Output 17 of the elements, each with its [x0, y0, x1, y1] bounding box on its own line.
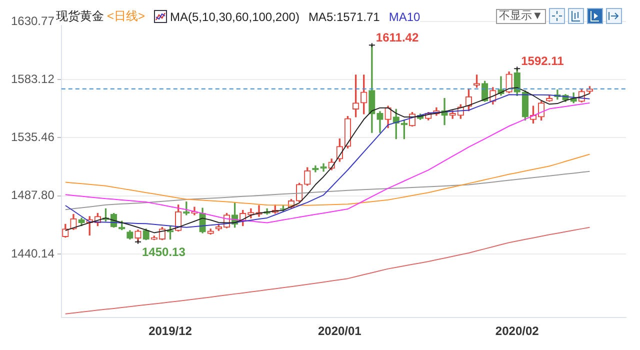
chart-subtitle: <日线>	[107, 8, 146, 25]
x-tick-label: 2020/02	[495, 324, 540, 338]
annotation: 1611.42	[376, 30, 419, 44]
annotation: 1592.11	[521, 54, 564, 68]
x-tick-label: 2020/01	[318, 324, 362, 338]
y-tick-label: 1583.12	[10, 72, 55, 86]
text: MA5:1571.71	[308, 10, 380, 24]
y-tick-label: 1440.14	[10, 246, 55, 260]
chart-title: 现货黄金	[56, 8, 104, 25]
y-tick-label: 1630.77	[10, 14, 55, 28]
annotation: MA(5,10,30,60,100,200)	[170, 10, 300, 24]
x-tick-label: 2019/12	[148, 324, 192, 338]
text: MA10	[388, 10, 420, 24]
y-tick-label: 1487.80	[10, 188, 55, 202]
dropdown: 不显示▼	[496, 8, 546, 24]
annotation: 1450.13	[142, 245, 186, 260]
y-tick-label: 1535.46	[10, 130, 55, 144]
